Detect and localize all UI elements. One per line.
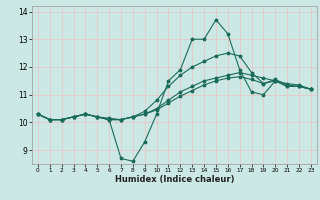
X-axis label: Humidex (Indice chaleur): Humidex (Indice chaleur) — [115, 175, 234, 184]
